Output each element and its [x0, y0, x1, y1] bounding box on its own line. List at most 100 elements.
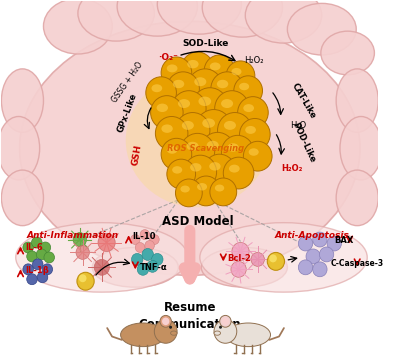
Text: H₂O₂: H₂O₂ — [282, 164, 303, 173]
Circle shape — [142, 248, 154, 260]
Ellipse shape — [217, 80, 228, 88]
Ellipse shape — [167, 64, 177, 72]
Circle shape — [221, 135, 254, 169]
Text: GSH: GSH — [130, 144, 143, 167]
Ellipse shape — [224, 121, 236, 130]
Ellipse shape — [173, 80, 184, 88]
Circle shape — [175, 113, 210, 148]
Ellipse shape — [287, 3, 356, 55]
Ellipse shape — [187, 142, 199, 151]
Ellipse shape — [199, 97, 211, 106]
Text: ·O₂⁻: ·O₂⁻ — [158, 54, 178, 63]
Circle shape — [162, 317, 169, 325]
Ellipse shape — [197, 183, 207, 190]
Ellipse shape — [78, 0, 154, 41]
Ellipse shape — [0, 117, 40, 180]
Ellipse shape — [231, 68, 242, 75]
Ellipse shape — [243, 104, 254, 112]
Circle shape — [232, 243, 249, 260]
Circle shape — [181, 52, 214, 86]
Circle shape — [132, 253, 143, 265]
Circle shape — [298, 260, 313, 275]
Circle shape — [231, 261, 246, 277]
Ellipse shape — [43, 0, 112, 54]
Circle shape — [175, 179, 202, 207]
Circle shape — [146, 77, 177, 109]
Circle shape — [210, 178, 237, 206]
Text: ASD Model: ASD Model — [162, 215, 233, 228]
Circle shape — [220, 315, 231, 327]
Circle shape — [36, 249, 47, 260]
Circle shape — [27, 251, 37, 262]
Circle shape — [155, 117, 188, 150]
Ellipse shape — [245, 126, 256, 134]
Text: Bcl-2: Bcl-2 — [227, 254, 251, 263]
Circle shape — [167, 159, 195, 189]
Circle shape — [76, 245, 89, 260]
Circle shape — [73, 233, 87, 247]
Circle shape — [135, 243, 145, 252]
Text: Resume
Communication: Resume Communication — [139, 301, 241, 331]
Ellipse shape — [215, 185, 224, 191]
Circle shape — [40, 242, 51, 253]
Ellipse shape — [180, 186, 190, 193]
Ellipse shape — [190, 163, 201, 172]
Ellipse shape — [201, 248, 287, 287]
Circle shape — [37, 272, 48, 283]
Circle shape — [23, 242, 33, 253]
Ellipse shape — [187, 60, 199, 68]
Ellipse shape — [182, 121, 194, 130]
Circle shape — [137, 264, 149, 275]
Ellipse shape — [336, 170, 378, 226]
Circle shape — [151, 96, 183, 129]
Ellipse shape — [16, 223, 188, 292]
Circle shape — [145, 240, 154, 251]
Ellipse shape — [151, 84, 162, 92]
Ellipse shape — [167, 146, 177, 154]
Text: Anti-Apoptosis: Anti-Apoptosis — [275, 231, 350, 240]
Circle shape — [203, 154, 236, 188]
Ellipse shape — [229, 165, 240, 173]
Circle shape — [150, 235, 159, 244]
Text: IL-1β: IL-1β — [25, 266, 49, 275]
Circle shape — [192, 88, 228, 125]
Ellipse shape — [227, 143, 239, 152]
Circle shape — [161, 57, 192, 89]
Circle shape — [32, 259, 43, 270]
Circle shape — [240, 118, 270, 150]
Circle shape — [223, 157, 254, 189]
Text: C-Caspase-3: C-Caspase-3 — [331, 259, 383, 268]
Circle shape — [154, 320, 177, 343]
Text: SOD-Like: SOD-Like — [182, 39, 228, 47]
Circle shape — [204, 55, 235, 87]
Circle shape — [184, 155, 217, 189]
Circle shape — [251, 252, 264, 266]
Text: IL-10: IL-10 — [132, 232, 156, 241]
Circle shape — [98, 233, 115, 252]
Circle shape — [222, 317, 229, 325]
Circle shape — [152, 253, 163, 265]
Circle shape — [161, 138, 192, 170]
Circle shape — [192, 176, 220, 206]
Circle shape — [226, 61, 255, 91]
Circle shape — [32, 237, 42, 248]
Circle shape — [77, 272, 94, 290]
Circle shape — [195, 110, 232, 147]
Ellipse shape — [321, 31, 374, 75]
Circle shape — [269, 254, 277, 262]
Text: H₂O: H₂O — [290, 121, 307, 130]
Text: GSSG + H₂O: GSSG + H₂O — [110, 61, 145, 105]
Ellipse shape — [221, 99, 233, 108]
Circle shape — [167, 72, 199, 106]
Ellipse shape — [194, 77, 206, 86]
Circle shape — [313, 262, 327, 277]
Circle shape — [172, 91, 206, 126]
Circle shape — [320, 247, 334, 262]
Ellipse shape — [2, 170, 43, 226]
Text: ROS Scavenging: ROS Scavenging — [167, 144, 243, 153]
Text: POD-Like: POD-Like — [290, 121, 317, 164]
Ellipse shape — [92, 248, 178, 287]
Circle shape — [313, 232, 327, 247]
Ellipse shape — [209, 162, 221, 171]
Circle shape — [243, 141, 272, 171]
